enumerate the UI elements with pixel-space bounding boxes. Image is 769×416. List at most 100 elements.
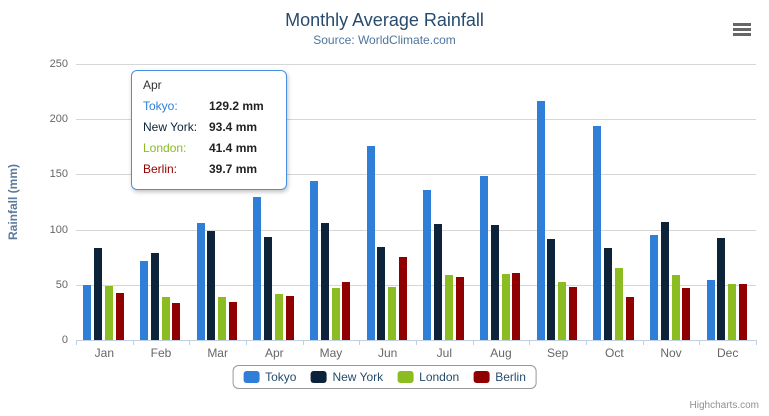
column-london-apr[interactable] [274,294,283,340]
legend-item-berlin[interactable]: Berlin [473,370,526,384]
y-axis-tick-label: 250 [49,58,68,70]
x-axis-category-label: Sep [546,346,569,360]
column-berlin-apr[interactable] [285,296,294,340]
legend-label: Tokyo [265,370,297,384]
tooltip-category: Apr [143,78,162,92]
column-new-york-nov[interactable] [660,222,669,340]
column-london-may[interactable] [331,288,340,340]
legend-symbol [243,371,260,383]
column-berlin-jul[interactable] [455,276,464,340]
column-london-sep[interactable] [558,282,567,340]
x-axis-tick [189,340,191,345]
column-tokyo-mar[interactable] [196,222,205,340]
x-axis-tick [642,340,644,345]
column-berlin-sep[interactable] [568,287,577,340]
column-london-jul[interactable] [444,274,453,340]
shared-tooltip: Apr Tokyo: 129.2 mm New York: 93.4 mm London… [131,70,287,190]
tooltip-series-name: Tokyo: [143,99,178,113]
x-axis-tick [76,340,77,345]
x-axis-category-label: Jul [436,346,452,360]
export-menu-icon[interactable] [730,19,754,39]
legend-symbol [310,371,327,383]
tooltip-series-value: 41.4 mm [209,141,258,155]
column-berlin-aug[interactable] [512,273,521,340]
x-axis-tick [529,340,531,345]
column-new-york-dec[interactable] [717,238,726,340]
highcharts-credit[interactable]: Highcharts.com [689,400,759,411]
column-london-oct[interactable] [614,268,623,340]
column-tokyo-nov[interactable] [650,234,658,340]
column-new-york-mar[interactable] [207,231,216,340]
column-tokyo-jul[interactable] [423,190,432,340]
y-axis-tick-label: 150 [49,168,68,181]
x-axis-tick [699,340,701,345]
column-berlin-jan[interactable] [115,293,124,340]
column-london-jan[interactable] [104,286,113,340]
legend-symbol [397,371,414,383]
column-london-aug[interactable] [501,274,510,340]
x-axis-category-label: Nov [660,346,682,360]
x-axis-category-label: Mar [207,346,228,360]
legend-symbol [473,371,490,383]
y-axis-tick-label: 200 [49,113,68,126]
column-london-dec[interactable] [728,283,737,340]
column-new-york-may[interactable] [320,223,329,340]
column-new-york-apr[interactable] [264,236,273,340]
gridline [76,229,756,231]
column-tokyo-may[interactable] [310,181,318,340]
column-london-feb[interactable] [161,297,170,340]
legend-item-new-york[interactable]: New York [310,370,383,384]
y-axis-title: Rainfall (mm) [6,164,20,241]
column-berlin-oct[interactable] [625,296,634,340]
column-tokyo-aug[interactable] [480,176,488,340]
column-new-york-jun[interactable] [377,246,386,340]
column-london-mar[interactable] [218,296,227,340]
column-berlin-mar[interactable] [228,301,237,340]
column-new-york-feb[interactable] [150,253,159,340]
column-new-york-aug[interactable] [490,224,499,340]
tooltip-series-name: New York: [143,120,198,134]
x-axis-tick [586,340,587,345]
gridline [76,174,756,176]
column-new-york-jul[interactable] [434,224,443,340]
tooltip-row: London: 41.4 mm [143,140,275,156]
x-axis-category-label: Dec [716,346,739,360]
column-tokyo-jan[interactable] [83,284,92,340]
x-axis-category-label: Apr [264,346,284,360]
gridline [76,284,756,286]
legend-label: New York [332,370,384,384]
column-berlin-feb[interactable] [172,303,181,340]
legend-item-tokyo[interactable]: Tokyo [243,370,296,384]
legend-label: Berlin [495,370,526,384]
column-london-jun[interactable] [388,286,397,340]
x-axis-tick [246,340,247,345]
tooltip-series-value: 39.7 mm [209,162,258,176]
column-new-york-jan[interactable] [94,247,103,340]
x-axis-category-label: Aug [490,346,512,360]
column-berlin-jun[interactable] [398,256,407,340]
column-tokyo-sep[interactable] [536,101,545,340]
column-new-york-sep[interactable] [547,239,556,340]
x-axis-tick [132,340,134,345]
column-tokyo-apr[interactable] [253,197,262,340]
gridline [76,119,756,121]
tooltip-series-value: 93.4 mm [209,120,258,134]
legend-item-london[interactable]: London [397,370,459,384]
column-tokyo-feb[interactable] [140,261,148,340]
column-tokyo-dec[interactable] [706,279,715,340]
column-tokyo-oct[interactable] [593,125,602,340]
tooltip-series-value: 129.2 mm [209,99,264,113]
x-axis-tick [472,340,474,345]
column-berlin-dec[interactable] [738,283,747,340]
gridline [76,64,756,65]
column-london-nov[interactable] [671,274,680,340]
column-tokyo-jun[interactable] [366,145,375,340]
x-axis-category-label: Jun [377,346,398,360]
tooltip-row: Berlin: 39.7 mm [143,161,275,177]
y-axis-tick-label: 50 [55,278,68,291]
chart-subtitle: Source: WorldClimate.com [313,33,456,47]
column-berlin-nov[interactable] [682,288,691,340]
column-berlin-may[interactable] [342,281,351,340]
column-new-york-oct[interactable] [604,247,613,340]
